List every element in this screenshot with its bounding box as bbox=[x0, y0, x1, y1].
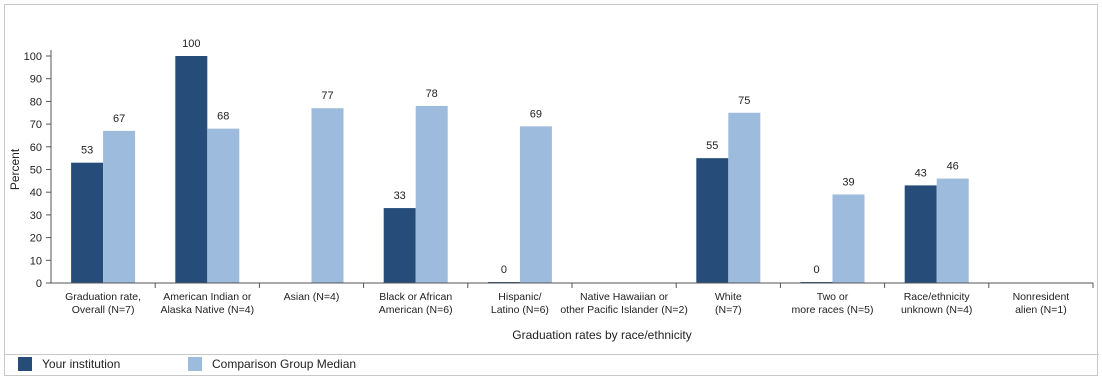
bar bbox=[936, 178, 969, 283]
y-tick-label: 90 bbox=[30, 74, 42, 86]
y-tick-label: 60 bbox=[30, 142, 42, 154]
data-label: 77 bbox=[321, 90, 333, 102]
category-label: Two or bbox=[817, 291, 849, 303]
legend-swatch-comparison-group-median bbox=[188, 357, 202, 371]
y-tick-label: 100 bbox=[24, 51, 42, 63]
data-label: 78 bbox=[426, 88, 438, 100]
category-label: other Pacific Islander (N=2) bbox=[560, 304, 688, 316]
x-axis-title: Graduation rates by race/ethnicity bbox=[512, 328, 691, 342]
category-label: Alaska Native (N=4) bbox=[160, 304, 254, 316]
bar bbox=[207, 128, 240, 283]
bar bbox=[904, 185, 937, 283]
bar-chart: 0 10 20 30 40 50 60 70 80 90 100 Percent 53 67 Graduat… bbox=[5, 38, 1099, 355]
y-tick-label: 0 bbox=[36, 278, 42, 290]
bar bbox=[71, 162, 104, 283]
legend-swatch-your-institution bbox=[18, 357, 32, 371]
bar bbox=[415, 105, 448, 283]
category-label: American (N=6) bbox=[379, 304, 453, 316]
data-label: 39 bbox=[842, 176, 854, 188]
bar bbox=[832, 194, 865, 283]
data-label: 43 bbox=[915, 167, 927, 179]
category-label: unknown (N=4) bbox=[901, 304, 973, 316]
y-tick-label: 30 bbox=[30, 210, 42, 222]
y-tick-label: 50 bbox=[30, 165, 42, 177]
category-label: Asian (N=4) bbox=[284, 291, 340, 303]
category-label: Hispanic/ bbox=[498, 291, 541, 303]
category-label: Latino (N=6) bbox=[491, 304, 549, 316]
bar bbox=[311, 108, 344, 284]
data-label: 33 bbox=[394, 190, 406, 202]
chart-frame: 0 10 20 30 40 50 60 70 80 90 100 Percent 53 67 Graduat… bbox=[4, 4, 1099, 376]
category-label: Race/ethnicity bbox=[904, 291, 971, 303]
y-tick-label: 80 bbox=[30, 96, 42, 108]
category-label: alien (N=1) bbox=[1015, 304, 1067, 316]
category-label: Overall (N=7) bbox=[72, 304, 135, 316]
data-label: 53 bbox=[81, 145, 93, 157]
category-label: Nonresident bbox=[1013, 291, 1070, 303]
y-axis-title: Percent bbox=[8, 148, 22, 190]
category-label: Native Hawaiian or bbox=[580, 291, 669, 303]
y-tick-label: 10 bbox=[30, 255, 42, 267]
category-label: American Indian or bbox=[163, 291, 252, 303]
legend-label: Your institution bbox=[42, 357, 121, 371]
bar bbox=[728, 112, 761, 283]
bar bbox=[103, 130, 136, 283]
data-label: 68 bbox=[217, 111, 229, 123]
category-label: (N=7) bbox=[715, 304, 742, 316]
legend-label: Comparison Group Median bbox=[212, 357, 357, 371]
legend-item-comparison-group-median: Comparison Group Median bbox=[188, 357, 356, 371]
category-label: White bbox=[715, 291, 742, 303]
data-label: 75 bbox=[738, 95, 750, 107]
data-label: 69 bbox=[530, 108, 542, 120]
data-label: 100 bbox=[182, 38, 200, 50]
y-tick-label: 70 bbox=[30, 119, 42, 131]
legend: Your institution Comparison Group Median bbox=[4, 355, 1098, 377]
data-label: 46 bbox=[947, 161, 959, 173]
y-tick-label: 40 bbox=[30, 187, 42, 199]
data-label: 0 bbox=[813, 264, 819, 276]
category-label: Black or African bbox=[379, 291, 452, 303]
bar bbox=[383, 208, 416, 283]
data-label: 67 bbox=[113, 113, 125, 125]
category-label: Graduation rate, bbox=[65, 291, 141, 303]
category-label: more races (N=5) bbox=[792, 304, 874, 316]
bar bbox=[519, 126, 552, 284]
bar bbox=[175, 56, 208, 283]
data-label: 0 bbox=[501, 264, 507, 276]
data-label: 55 bbox=[706, 140, 718, 152]
legend-item-your-institution: Your institution bbox=[18, 357, 120, 371]
bar bbox=[696, 158, 729, 283]
y-tick-label: 20 bbox=[30, 233, 42, 245]
